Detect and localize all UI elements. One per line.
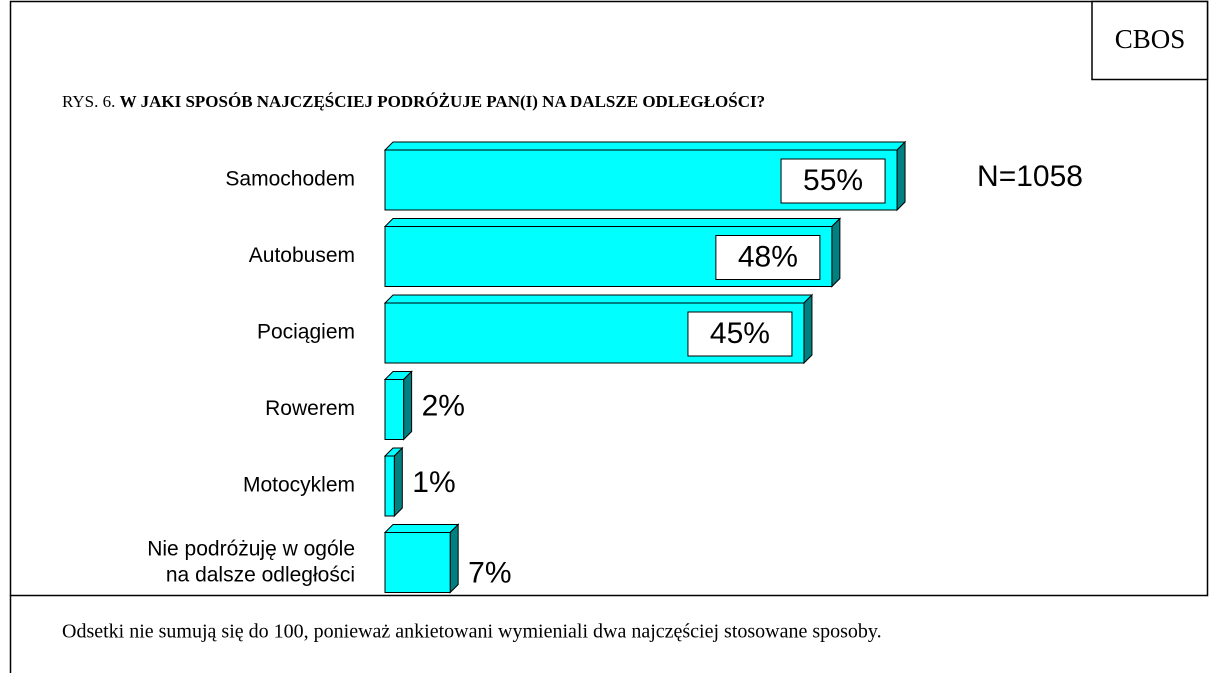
bar-side bbox=[403, 370, 413, 441]
title-text: W JAKI SPOSÓB NAJCZĘŚCIEJ PODRÓŻUJE PAN(… bbox=[120, 92, 766, 111]
bar-top bbox=[383, 294, 814, 304]
category-label: Rowerem bbox=[265, 397, 355, 420]
value-label: 7% bbox=[468, 556, 511, 589]
value-label: 45% bbox=[710, 317, 770, 350]
bar bbox=[384, 455, 395, 517]
category-label: Motocyklem bbox=[243, 474, 355, 497]
bar-top bbox=[383, 524, 460, 533]
bar-side bbox=[831, 217, 841, 288]
value-label: 55% bbox=[803, 164, 863, 197]
category-label: Autobusem bbox=[249, 244, 355, 267]
category-label: Pociągiem bbox=[257, 321, 355, 344]
chart-title: RYS. 6. W JAKI SPOSÓB NAJCZĘŚCIEJ PODRÓŻ… bbox=[62, 92, 765, 111]
value-label-box bbox=[780, 158, 886, 204]
value-label-box bbox=[687, 311, 793, 357]
value-label: 1% bbox=[412, 466, 455, 499]
bar bbox=[384, 532, 451, 593]
value-label-box bbox=[715, 235, 821, 280]
annotation: N=1058 bbox=[977, 160, 1083, 193]
value-label: 48% bbox=[738, 240, 798, 273]
source-box bbox=[1091, 0, 1209, 81]
bar-top bbox=[383, 218, 842, 227]
bar-top bbox=[383, 141, 907, 151]
bar-side bbox=[896, 140, 906, 212]
frame bbox=[9, 0, 1209, 597]
value-label: 2% bbox=[422, 389, 465, 422]
title-prefix: RYS. 6. bbox=[62, 92, 115, 111]
source: CBOS bbox=[1115, 24, 1186, 54]
bar bbox=[384, 379, 405, 440]
bar-side bbox=[449, 523, 459, 594]
bar-side bbox=[803, 293, 813, 365]
category-line: Nie podróżuję w ogóle bbox=[147, 537, 355, 560]
bar-side bbox=[393, 446, 403, 518]
category-label: Samochodem bbox=[225, 168, 355, 191]
category-line: na dalsze odległości bbox=[166, 563, 355, 586]
category-label: Nie podróżuję w ogóle na dalsze odległośc… bbox=[147, 537, 355, 586]
note: Odsetki nie sumują się do 100, ponieważ … bbox=[62, 621, 882, 643]
